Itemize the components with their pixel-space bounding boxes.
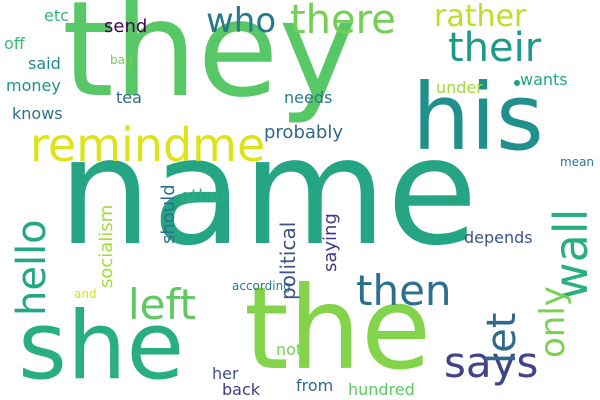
word-political: political [276,221,300,300]
word-said: said [28,54,61,73]
word-remindme: remindme [30,118,266,172]
word-etc: etc [44,6,69,25]
word-off: off [4,34,25,53]
word-they: they [62,0,357,127]
word-his: his [412,64,544,171]
word-she: she [18,292,185,400]
word-knows: knows [12,104,63,123]
word-bag: bag [110,53,133,67]
word-then: then [356,266,452,315]
word-depends: depends [464,228,533,247]
word-should: should [158,184,179,244]
word-left: left [128,280,197,329]
word-from: from [296,376,334,395]
word-their: their [448,25,542,71]
word-send: send [104,16,148,37]
word-mean: mean [560,155,595,169]
word-says: says [444,338,539,387]
word-not: not [276,340,303,359]
word-and: and [74,287,97,301]
word-rather: rather [434,0,527,34]
word-let: let [479,312,525,364]
word-tea: tea [116,88,142,107]
word-under: under [436,78,483,97]
word-hundred: hundred [348,380,415,399]
word-probably: probably [264,122,343,143]
word-only: only [533,286,573,358]
dot-mark [514,80,520,86]
word-her: her [212,364,239,383]
word-there: there [290,0,396,43]
word-who: who [206,1,277,41]
word-other: other [180,186,228,207]
word-name: name [58,106,478,278]
word-according: according [232,279,291,293]
word-the: the [244,262,432,395]
word-back: back [222,380,261,399]
word-money: money [6,76,61,95]
word-socialism: socialism [96,204,117,288]
word-needs: needs [284,88,333,107]
word-wants: wants [520,70,568,89]
word-saying: saying [320,213,341,272]
word-hello: hello [9,219,55,316]
